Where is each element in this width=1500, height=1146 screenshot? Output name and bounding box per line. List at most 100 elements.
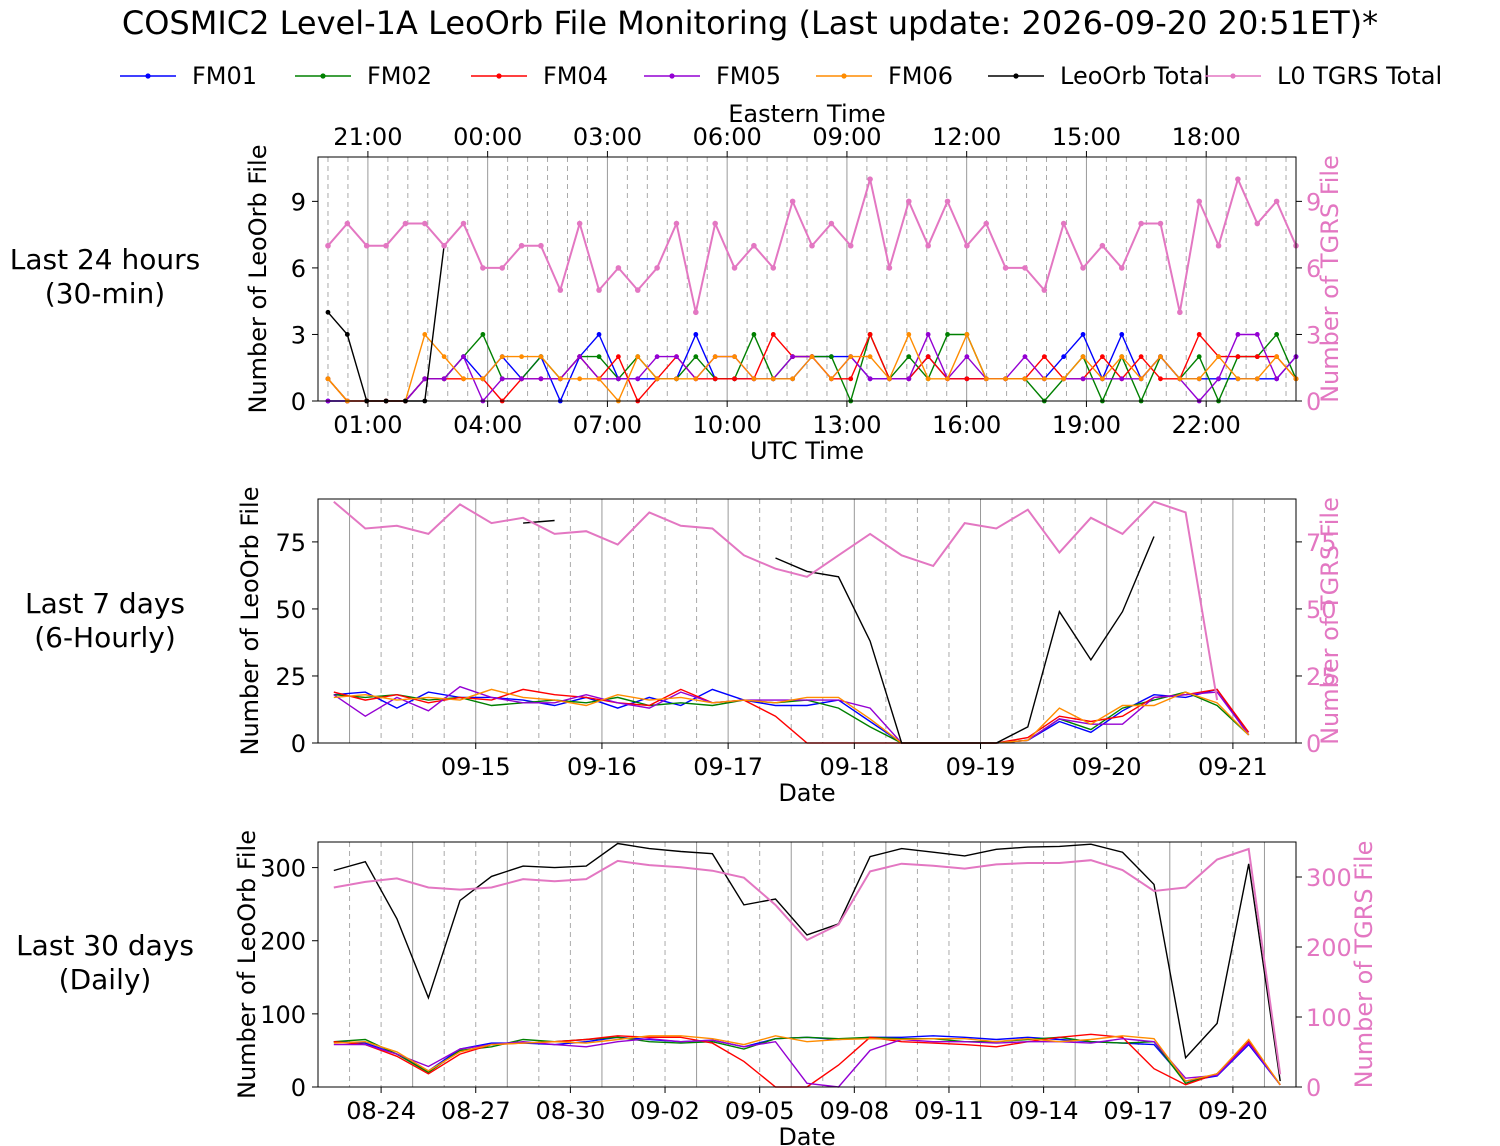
- series-l0-tgrs-total-point: [847, 242, 854, 249]
- x-tick-label: 09-17: [1103, 1097, 1173, 1125]
- series-fm02-point: [693, 354, 699, 360]
- top-x-tick-label: 00:00: [453, 123, 522, 151]
- series-fm04-point: [615, 354, 621, 360]
- x-tick-label: 09-15: [441, 753, 511, 781]
- legend-swatch: [295, 73, 351, 79]
- series-l0-tgrs-total-point: [944, 198, 951, 205]
- series-fm06-point: [635, 354, 641, 360]
- y-tick-label: 200: [260, 928, 306, 956]
- series-fm06-point: [1158, 354, 1163, 360]
- legend-swatch: [471, 73, 527, 79]
- y-axis-label: Number of LeoOrb File: [236, 487, 264, 756]
- y-tick-label: 100: [260, 1001, 306, 1029]
- series-fm06-point: [1235, 376, 1241, 382]
- y-tick-label: 0: [291, 730, 306, 758]
- x-axis-label: UTC Time: [750, 437, 864, 465]
- series-fm01-line: [333, 688, 1250, 744]
- x-tick-label: 09-02: [630, 1097, 700, 1125]
- series-fm04-point: [1158, 376, 1163, 382]
- series-l0-tgrs-total-point: [480, 265, 486, 271]
- series-fm06-line: [333, 1035, 1281, 1086]
- series-fm06-point: [1003, 376, 1008, 382]
- y2-tick-label: 50: [1306, 596, 1337, 624]
- series-l0-tgrs-total-point: [867, 176, 873, 182]
- row-label-30d: Last 30 days (Daily): [0, 929, 210, 997]
- series-fm06-line: [333, 688, 1250, 744]
- top-x-tick-label: 09:00: [812, 123, 881, 151]
- series-l0-tgrs-total-point: [886, 265, 893, 271]
- y2-axis-label: Number of TGRS File: [1316, 497, 1344, 745]
- series-fm05-point: [615, 376, 621, 382]
- series-fm05-point: [1022, 354, 1028, 360]
- series-l0-tgrs-total-point: [654, 265, 660, 271]
- y2-tick-label: 75: [1306, 529, 1337, 557]
- series-l0-tgrs-total-point: [828, 220, 835, 227]
- y2-tick-label: 3: [1306, 321, 1321, 349]
- series-fm06-point: [325, 376, 331, 382]
- top-x-axis-label: Eastern Time: [728, 100, 886, 128]
- x-tick-label: 13:00: [812, 411, 881, 439]
- series-leoorb-total-point: [344, 332, 350, 337]
- series-l0-tgrs-total-point: [770, 265, 777, 271]
- series-fm02-point: [945, 332, 950, 337]
- series-fm06-point: [422, 332, 428, 337]
- y-tick-label: 9: [291, 188, 306, 216]
- series-l0-tgrs-total-point: [325, 242, 331, 249]
- y2-tick-label: 200: [1306, 934, 1352, 962]
- series-l0-tgrs-total-point: [615, 265, 622, 271]
- series-fm06-point: [577, 376, 583, 382]
- series-fm06-point: [809, 354, 815, 360]
- series-fm06-point: [693, 376, 699, 382]
- series-l0-tgrs-total-point: [1273, 198, 1280, 205]
- series-l0-tgrs-total-point: [1196, 198, 1202, 205]
- series-leoorb-total-line: [523, 519, 555, 524]
- row-label-7d: Last 7 days (6-Hourly): [0, 587, 210, 655]
- series-l0-tgrs-total-point: [1022, 265, 1028, 271]
- series-l0-tgrs-total-point: [421, 220, 428, 227]
- series-l0-tgrs-total-point: [983, 220, 990, 227]
- legend-swatch: [644, 73, 700, 79]
- series-fm04-point: [925, 354, 931, 360]
- x-tick-label: 08-24: [346, 1097, 416, 1125]
- legend-swatch: [120, 73, 176, 79]
- top-x-tick-label: 12:00: [932, 123, 1001, 151]
- y-tick-label: 50: [275, 596, 306, 624]
- series-leoorb-total-line: [333, 842, 1281, 1082]
- top-x-tick-label: 18:00: [1172, 123, 1241, 151]
- series-fm05-point: [1119, 376, 1125, 382]
- y2-tick-label: 100: [1306, 1004, 1352, 1032]
- series-fm02-point: [480, 332, 486, 337]
- row-label-24h-line2: (30-min): [44, 277, 166, 310]
- series-leoorb-total-line: [775, 536, 1155, 744]
- series-fm01-point: [1061, 354, 1067, 360]
- series-fm05-point: [674, 354, 679, 360]
- y-tick-label: 0: [291, 1074, 306, 1102]
- series-fm06-point: [712, 354, 718, 360]
- y2-tick-label: 0: [1306, 1074, 1321, 1102]
- x-tick-label: 09-20: [1072, 753, 1142, 781]
- series-fm06-point: [596, 376, 602, 382]
- series-fm04-point: [770, 332, 776, 337]
- series-l0-tgrs-total-point: [712, 220, 718, 227]
- series-l0-tgrs-total-point: [1118, 265, 1125, 271]
- series-l0-tgrs-total-point: [1177, 309, 1183, 316]
- series-fm06-point: [1119, 354, 1125, 360]
- series-fm05-point: [461, 354, 466, 360]
- series-fm05-point: [635, 376, 641, 382]
- x-tick-label: 22:00: [1172, 411, 1241, 439]
- series-fm06-point: [1099, 376, 1105, 382]
- series-fm01-point: [1119, 332, 1125, 337]
- x-tick-label: 08-30: [536, 1097, 606, 1125]
- series-l0-tgrs-total-line: [333, 847, 1282, 1075]
- series-fm05-point: [538, 376, 544, 382]
- series-l0-tgrs-total-point: [1138, 220, 1144, 227]
- series-fm05-point: [422, 376, 428, 382]
- series-fm02-point: [1274, 332, 1280, 337]
- series-fm06-point: [499, 354, 505, 360]
- series-fm06-point: [1041, 376, 1047, 382]
- series-l0-tgrs-total-point: [1060, 220, 1067, 227]
- series-fm04-point: [1138, 354, 1144, 360]
- series-l0-tgrs-total-point: [789, 198, 796, 205]
- top-x-tick-label: 03:00: [573, 123, 642, 151]
- legend-item-leoorb-total: LeoOrb Total: [988, 58, 1210, 94]
